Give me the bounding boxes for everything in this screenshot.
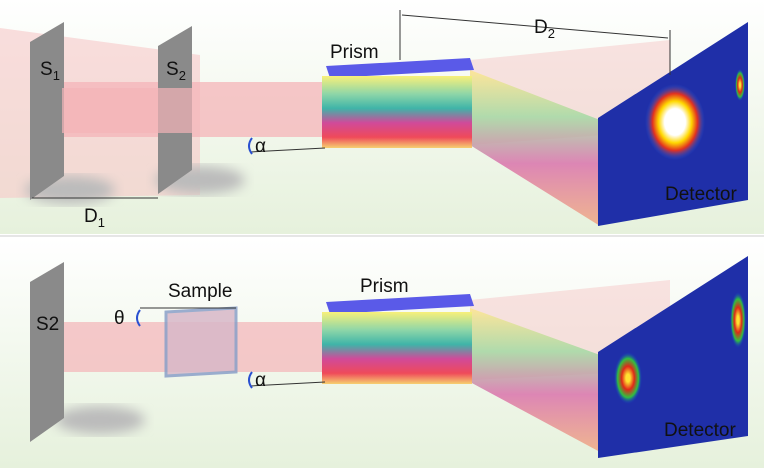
sample — [166, 308, 236, 376]
label: Prism — [330, 42, 379, 63]
label: α — [255, 136, 266, 157]
beam-through — [62, 88, 192, 133]
label: Detector — [665, 184, 737, 205]
shadow — [55, 406, 145, 434]
label: Sample — [168, 281, 232, 302]
prism-front — [322, 312, 472, 384]
spot — [614, 352, 642, 404]
slit — [30, 22, 64, 200]
spot — [730, 292, 746, 348]
label: α — [255, 370, 266, 391]
spot — [735, 69, 745, 101]
label: Prism — [360, 276, 409, 297]
label: Detector — [664, 420, 736, 441]
prism-front — [322, 76, 472, 148]
figure: S1 S2 Prism Detector D2 D1 α S2 Sample θ — [0, 0, 764, 468]
label: θ — [114, 308, 125, 329]
spot — [645, 84, 705, 160]
slit — [30, 262, 64, 442]
label: S2 — [36, 314, 59, 335]
